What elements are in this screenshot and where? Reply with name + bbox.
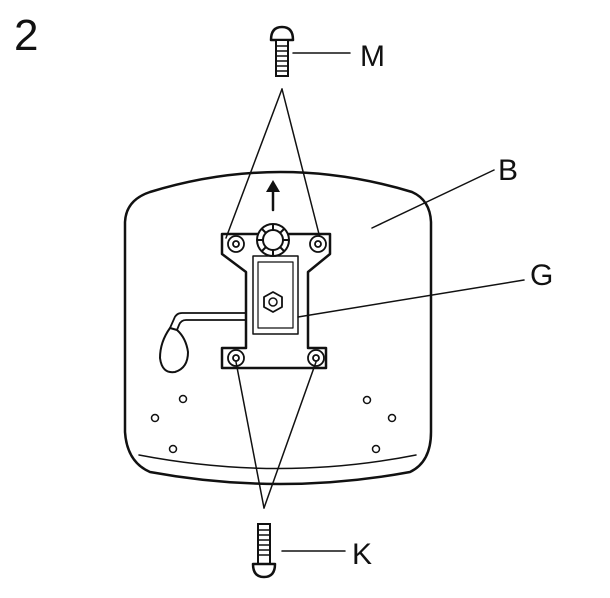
leader-line-g	[297, 279, 525, 318]
seat-panel	[123, 170, 433, 486]
step-number: 2	[14, 11, 38, 60]
screw-m	[269, 25, 295, 77]
label-g: G	[530, 259, 553, 292]
lever-handle	[159, 312, 246, 374]
arrow-up-icon	[266, 180, 280, 212]
guide-lines-bottom	[235, 361, 317, 509]
label-m: M	[360, 40, 385, 73]
screw-k	[251, 523, 277, 579]
guide-lines-top	[225, 88, 321, 239]
label-b: B	[498, 154, 518, 187]
label-k: K	[352, 538, 372, 571]
leader-line-b	[371, 169, 495, 229]
mechanism-plate	[220, 223, 332, 370]
